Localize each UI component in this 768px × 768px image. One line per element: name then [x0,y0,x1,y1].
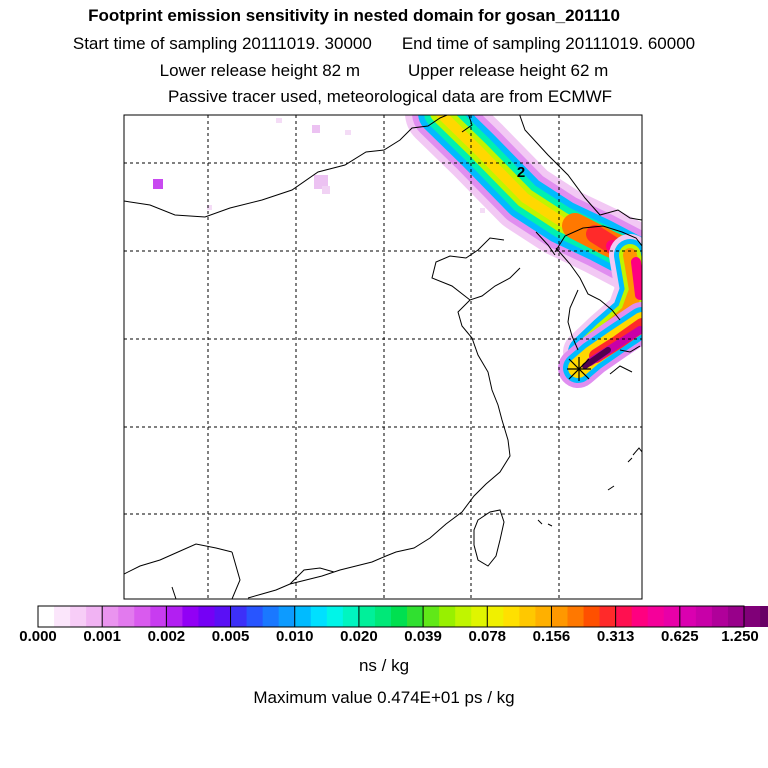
colorbar-units: ns / kg [358,656,410,675]
colorbar-cell [599,606,617,627]
colorbar-cell [535,606,552,627]
colorbar-cell [519,606,536,627]
colorbar-cell [471,606,488,627]
colorbar-cell [118,606,135,627]
colorbar-cell [230,606,247,627]
colorbar-cell [455,606,472,627]
colorbar-cell [342,606,360,627]
colorbar-cell [214,606,231,627]
graticule [124,115,642,599]
colorbar-cell [407,606,424,627]
colorbar-cell [631,606,649,627]
colorbar-cell [615,606,633,627]
colorbar-cell [567,606,584,627]
colorbar-cell [647,606,665,627]
colorbar-tick-label: 0.001 [83,628,121,645]
colorbar-cell [391,606,408,627]
colorbar-tick-label: 0.005 [211,628,250,645]
plume-north [405,115,642,297]
colorbar-cell [246,606,264,627]
colorbar-cell [551,606,568,627]
colorbar-cell [503,606,520,627]
end-time-label: End time of sampling 20111019. 60000 [401,34,696,53]
plot-title: Footprint emission sensitivity in nested… [88,6,620,25]
colorbar-cell [278,606,296,627]
colorbar-cell [310,606,328,627]
colorbar-cell [54,606,71,627]
colorbar-cell [134,606,151,627]
contour-label: 2 [517,164,525,181]
colorbar-cell [38,606,55,627]
colorbar-cell [262,606,280,627]
coastlines [124,115,642,599]
colorbar-tick-label: 0.020 [340,628,378,645]
tracer-info: Passive tracer used, meteorological data… [167,87,613,106]
colorbar-cell [439,606,456,627]
colorbar-cell [150,606,167,627]
colorbar-frame [37,605,745,628]
colorbar-tick-label: 1.250 [721,628,759,645]
colorbar-tick-label: 0.002 [147,628,186,645]
colorbar-cell [679,606,697,627]
colorbar-cell [86,606,103,627]
map-frame [123,114,643,600]
colorbar-cell [326,606,344,627]
upper-height-label: Upper release height 62 m [408,61,609,80]
colorbar-cell [70,606,87,627]
start-time-label: Start time of sampling 20111019. 30000 [72,34,372,53]
map-content [124,115,642,599]
colorbar-cell [102,606,119,627]
colorbar-cell [294,606,312,627]
release-site-star-icon [567,357,591,381]
colorbar-cell [374,606,392,627]
colorbar-cell [663,606,681,627]
colorbar-cell [711,606,729,627]
colorbar-cell [487,606,504,627]
colorbar-cell [358,606,376,627]
sampling-times: Start time of sampling 20111019. 30000 En… [0,34,768,54]
lower-height-label: Lower release height 82 m [159,61,360,80]
colorbar-tick-label: 0.039 [404,628,442,645]
colorbar-tick-label: 0.078 [468,628,507,645]
colorbar-tick-label: 0.625 [661,628,699,645]
maximum-value: Maximum value 0.474E+01 ps / kg [253,688,515,707]
colorbar-cell [744,606,761,627]
colorbar-cell [727,606,745,627]
colorbar-tick-label: 0.010 [275,628,314,645]
colorbar-cell [166,606,183,627]
colorbar-cell [583,606,600,627]
colorbar-tick-label: 0.156 [532,628,571,645]
colorbar-tick-label: 0.313 [596,628,635,645]
plume-source [558,302,642,388]
colorbar [37,605,768,628]
colorbar-cell [695,606,713,627]
release-heights: Lower release height 82 m Upper release h… [0,61,768,81]
colorbar-tick-label: 0.000 [19,628,57,645]
colorbar-cell [760,606,768,627]
colorbar-cell [198,606,215,627]
faint-sensitivity-specks [153,118,485,213]
colorbar-cell [423,606,440,627]
colorbar-cell [182,606,199,627]
